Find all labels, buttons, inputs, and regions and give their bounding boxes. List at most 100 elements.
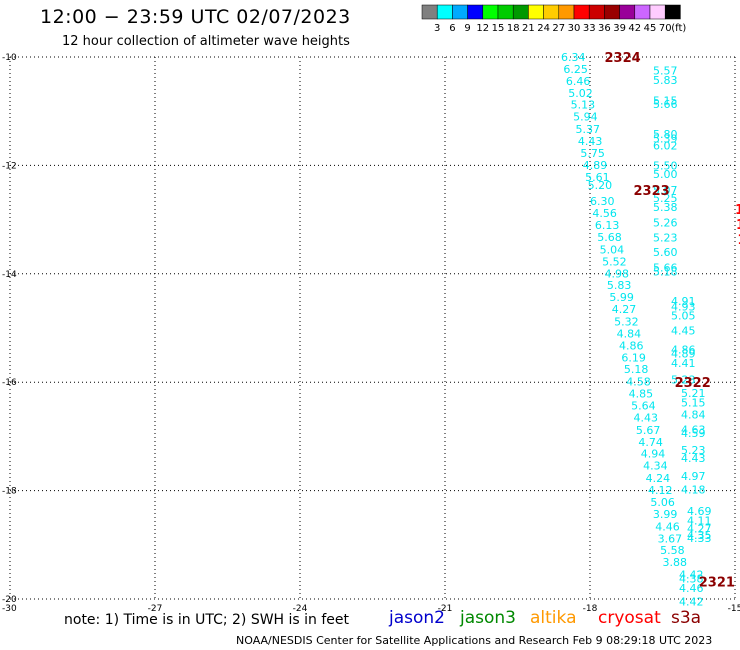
- wave-height-value: 5.61: [585, 171, 610, 184]
- pass-number-label: 1442: [736, 218, 740, 233]
- wave-height-value: 5.23: [681, 444, 706, 457]
- wave-height-value: 4.27: [612, 303, 637, 316]
- wave-height-value: 4.34: [643, 460, 668, 473]
- colorbar-label: 36: [598, 23, 611, 34]
- wave-height-value: 5.25: [653, 192, 678, 205]
- wave-height-value: 5.23: [671, 373, 696, 386]
- wave-height-value: 3.99: [653, 508, 678, 521]
- lat-label: -14: [2, 270, 17, 280]
- lat-label: -18: [2, 487, 17, 497]
- wave-height-value: 6.02: [653, 139, 678, 152]
- wave-height-value: 4.45: [671, 325, 696, 338]
- wave-height-value: 4.56: [592, 207, 617, 220]
- wave-height-value: 4.46: [679, 582, 704, 595]
- wave-height-value: 4.42: [679, 596, 704, 609]
- wave-height-value: 4.59: [681, 427, 706, 440]
- pass-number-label: 2324: [605, 51, 641, 66]
- wave-height-value: 4.27: [687, 523, 712, 536]
- wave-height-value: 5.13: [571, 99, 596, 112]
- wave-height-value: 4.11: [687, 514, 712, 527]
- wave-height-value: 5.18: [653, 266, 678, 279]
- pass-number-label: 2322: [675, 376, 711, 391]
- colorbar-label: 33: [583, 23, 596, 34]
- colorbar-label: 30: [568, 23, 581, 34]
- colorbar-label: 24: [537, 23, 550, 34]
- colorbar: 3 6 9 12 15 18 21 24 27 30 33 36 39 42 45 70 (ft): [421, 4, 686, 34]
- wave-height-value: 5.99: [609, 291, 634, 304]
- wave-height-value: 5.38: [653, 201, 678, 214]
- wave-height-value: 4.93: [671, 300, 696, 313]
- wave-height-value: 4.69: [687, 505, 712, 518]
- wave-height-value: 4.42: [679, 569, 704, 582]
- wave-height-value: 4.94: [641, 448, 666, 461]
- lon-label: -18: [583, 604, 598, 614]
- wave-height-value: 5.52: [602, 255, 627, 268]
- pass-number-label: 1442: [735, 203, 740, 218]
- legend-jason3: jason3: [460, 608, 516, 628]
- map-subtitle: 12 hour collection of altimeter wave hei…: [62, 34, 350, 49]
- pass-number-label: 1441: [739, 248, 740, 263]
- wave-height-value: 4.63: [681, 423, 706, 436]
- wave-height-value: 6.19: [621, 351, 646, 364]
- wave-height-value: 5.94: [573, 111, 598, 124]
- wave-height-value: 4.43: [578, 135, 603, 148]
- colorbar-label: 12: [476, 23, 489, 34]
- wave-height-value: 4.12: [648, 484, 673, 497]
- wave-height-value: 6.34: [561, 51, 586, 64]
- wave-height-value: 4.86: [671, 344, 696, 357]
- wave-height-value: 5.15: [653, 94, 678, 107]
- legend-altika: altika: [530, 608, 577, 628]
- wave-height-value: 5.80: [653, 128, 678, 141]
- colorbar-label: 39: [613, 23, 626, 34]
- colorbar-label: 42: [628, 23, 641, 34]
- colorbar-label: 18: [507, 23, 520, 34]
- colorbar-label: 15: [492, 23, 505, 34]
- colorbar-label: (ft): [671, 23, 686, 34]
- wave-height-value: 5.18: [624, 363, 649, 376]
- wave-height-value: 4.97: [681, 470, 706, 483]
- colorbar-label: 27: [552, 23, 565, 34]
- colorbar-label: 21: [522, 23, 535, 34]
- wave-height-value: 5.83: [607, 279, 632, 292]
- wave-height-value: 5.58: [660, 544, 685, 557]
- map-title: 12:00 − 23:59 UTC 02/07/2023: [40, 6, 351, 28]
- wave-height-value: 5.26: [653, 216, 678, 229]
- wave-height-value: 4.74: [638, 436, 663, 449]
- wave-height-value: 5.02: [568, 87, 593, 100]
- wave-height-value: 5.15: [681, 396, 706, 409]
- wave-height-value: 4.84: [681, 409, 706, 422]
- wave-height-value: 5.37: [576, 123, 601, 136]
- wave-height-value: 5.64: [631, 400, 656, 413]
- wave-height-value: 5.05: [671, 310, 696, 323]
- wave-height-value: 5.57: [653, 65, 678, 78]
- wave-height-value: 3.67: [658, 532, 683, 545]
- colorbar-label: 9: [464, 23, 470, 34]
- wave-height-value: 5.60: [653, 246, 678, 259]
- wave-height-value: 4.84: [617, 327, 642, 340]
- lat-label: -12: [2, 161, 17, 171]
- wave-height-value: 5.07: [653, 184, 678, 197]
- lon-label: -21: [438, 604, 453, 614]
- wave-height-value: 5.04: [600, 243, 625, 256]
- colorbar-label: 6: [449, 23, 455, 34]
- wave-height-value: 4.85: [629, 388, 654, 401]
- wave-height-value: 6.25: [563, 63, 588, 76]
- wave-height-value: 4.46: [655, 520, 680, 533]
- wave-height-value: 5.66: [653, 98, 678, 111]
- wave-height-value: 5.20: [588, 179, 613, 192]
- wave-height-value: 4.24: [646, 472, 671, 485]
- wave-height-value: 4.91: [671, 295, 696, 308]
- wave-height-value: 4.18: [681, 484, 706, 497]
- colorbar-label: 3: [434, 23, 440, 34]
- wave-height-value: 4.89: [671, 347, 696, 360]
- wave-height-value: 4.43: [681, 452, 706, 465]
- lon-label: -27: [148, 604, 163, 614]
- colorbar-label: 45: [644, 23, 657, 34]
- legend-jason2: jason2: [389, 608, 445, 628]
- wave-height-value: 5.66: [653, 261, 678, 274]
- wave-height-value: 6.13: [595, 219, 620, 232]
- pass-number-label: 2323: [634, 184, 670, 199]
- wave-height-value: 5.68: [597, 231, 622, 244]
- wave-height-value: 4.89: [583, 159, 608, 172]
